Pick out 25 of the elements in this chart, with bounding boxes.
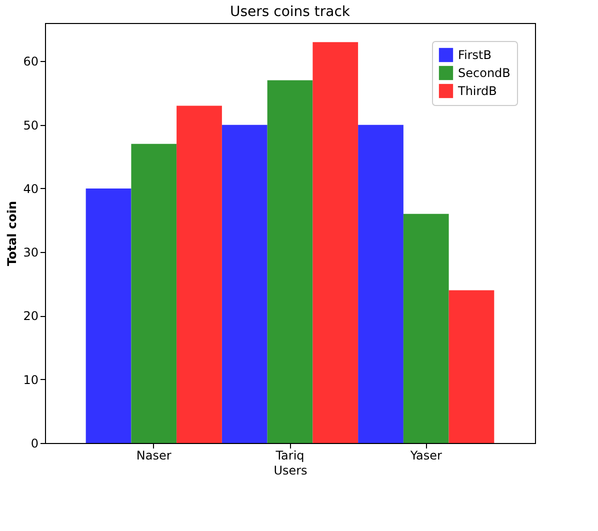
- bar: [267, 80, 313, 443]
- x-tick-label: Naser: [136, 448, 172, 462]
- legend-label: FirstB: [458, 48, 492, 62]
- y-tick-label: 40: [23, 182, 38, 196]
- bar: [448, 290, 494, 443]
- x-tick-label: Tariq: [274, 448, 304, 462]
- bar: [358, 124, 404, 443]
- legend-label: ThirdB: [457, 84, 497, 98]
- bar: [176, 106, 222, 443]
- y-tick-label: 50: [23, 118, 38, 132]
- x-axis-title: Users: [274, 464, 308, 478]
- y-tick-label: 20: [23, 309, 38, 324]
- legend-label: SecondB: [458, 66, 510, 80]
- bar: [222, 124, 268, 443]
- bar: [403, 214, 449, 443]
- bar: [131, 144, 177, 443]
- y-tick-label: 10: [23, 372, 38, 387]
- y-tick-label: 30: [23, 246, 38, 260]
- chart-title: Users coins track: [230, 4, 351, 20]
- y-tick-label: 0: [30, 436, 38, 450]
- bar: [86, 188, 132, 443]
- y-axis-title: Total coin: [5, 201, 20, 266]
- x-tick-label: Yaser: [409, 448, 442, 462]
- bar: [312, 42, 358, 443]
- y-tick-label: 60: [23, 54, 38, 69]
